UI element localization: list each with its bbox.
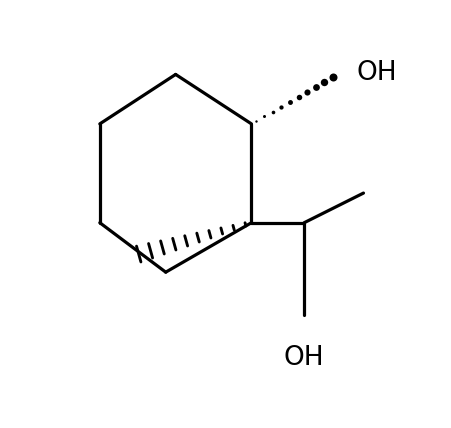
Text: OH: OH [356, 60, 396, 86]
Text: OH: OH [283, 345, 324, 371]
